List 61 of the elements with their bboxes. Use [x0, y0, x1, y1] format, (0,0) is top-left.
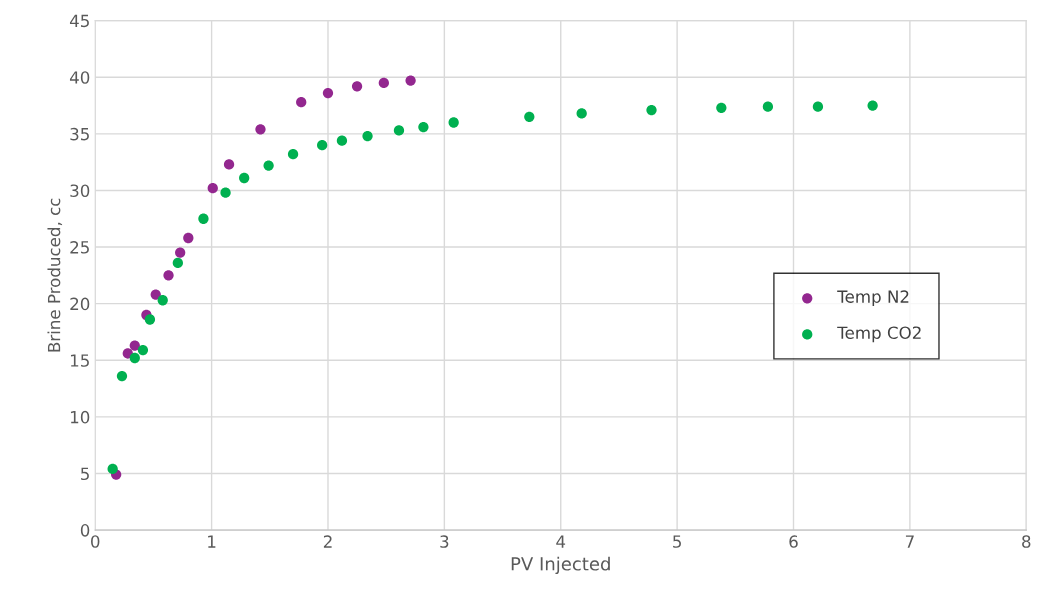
point [239, 172, 250, 184]
point [137, 344, 149, 356]
y-tick-label: 30 [70, 184, 90, 198]
point [220, 187, 231, 198]
legend-label: Temp CO2 [837, 326, 921, 343]
point [207, 183, 218, 194]
point [107, 463, 118, 475]
y-tick-label: 15 [70, 354, 89, 367]
point [157, 295, 168, 306]
point [255, 124, 266, 135]
point [351, 81, 363, 92]
point [163, 270, 174, 281]
point [296, 96, 307, 108]
point [762, 101, 774, 112]
x-tick-label: 1 [208, 535, 216, 548]
point [183, 232, 194, 244]
y-tick-label: 40 [69, 71, 90, 84]
x-tick-label: 7 [905, 535, 914, 548]
x-tick-label: 8 [1022, 535, 1031, 548]
point [172, 257, 183, 269]
x-tick-label: 2 [323, 535, 332, 548]
x-tick-label: 0 [91, 535, 100, 548]
point [150, 289, 161, 300]
point [524, 111, 535, 122]
point [223, 159, 235, 170]
point [646, 104, 657, 116]
y-tick-label: 45 [69, 14, 89, 28]
point [576, 108, 587, 119]
point [405, 75, 416, 86]
y-tick-label: 35 [70, 127, 89, 141]
y-tick-label: 20 [70, 297, 90, 311]
point [336, 135, 348, 146]
point [263, 160, 274, 171]
point [448, 117, 459, 128]
point [129, 340, 140, 351]
x-tick-label: 5 [673, 535, 681, 548]
point [287, 149, 299, 160]
point [418, 121, 429, 133]
point [317, 140, 328, 151]
legend-label: Temp N2 [837, 290, 909, 307]
y-tick-label: 0 [80, 524, 90, 537]
point [812, 101, 824, 112]
point [716, 102, 727, 113]
y-axis-title: Brine Produced, cc [47, 198, 63, 352]
x-tick-label: 3 [440, 535, 449, 548]
y-tick-label: 10 [70, 410, 90, 424]
x-tick-label: 4 [556, 535, 566, 548]
y-tick-label: 5 [81, 467, 89, 481]
x-axis-title: PV Injected [511, 556, 610, 575]
point [144, 314, 156, 325]
y-tick-label: 25 [70, 241, 89, 254]
x-tick-label: 6 [789, 535, 798, 548]
point [116, 370, 128, 382]
point [129, 352, 140, 364]
point [322, 87, 334, 99]
point [393, 125, 405, 136]
point [378, 77, 389, 89]
point [867, 100, 878, 111]
point [198, 213, 209, 224]
point [362, 130, 373, 142]
point [175, 247, 186, 258]
